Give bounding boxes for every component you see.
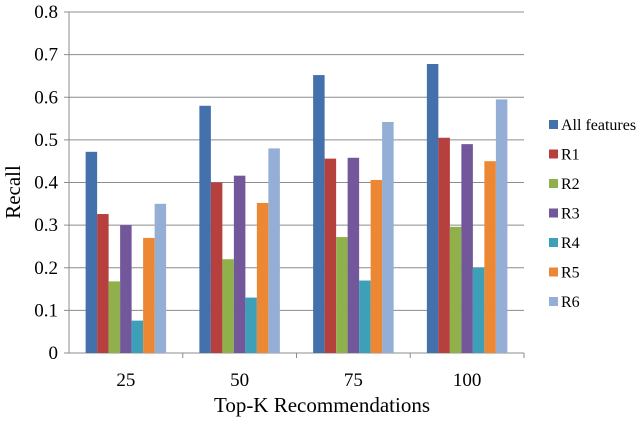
y-axis-title: Recall — [1, 165, 25, 219]
legend-label: R1 — [561, 147, 580, 164]
legend-swatch — [549, 120, 558, 129]
y-tick-label: 0.5 — [34, 130, 58, 151]
bar-r1-100 — [438, 137, 450, 353]
x-tick-label: 75 — [344, 370, 363, 391]
bar-r4-75 — [359, 280, 371, 353]
y-tick-label: 0.7 — [34, 45, 58, 66]
bar-r1-50 — [210, 182, 223, 353]
x-tick-label: 50 — [230, 370, 249, 391]
y-tick-label: 0.3 — [34, 215, 58, 236]
legend: All features R1 R2 R3 R4 R5 R6 — [549, 117, 636, 311]
bar-r4-50 — [245, 297, 257, 353]
x-axis-title: Top-K Recommendations — [214, 393, 430, 417]
legend-swatch — [549, 179, 558, 188]
bar-r2-25 — [108, 281, 121, 353]
bar-r2-75 — [336, 237, 348, 353]
y-tick-label: 0.1 — [34, 300, 58, 321]
bar-r6-100 — [495, 99, 508, 353]
legend-label: R6 — [561, 294, 580, 311]
bar-all-features-25 — [85, 151, 98, 353]
bar-r6-25 — [154, 203, 167, 353]
y-tick-label: 0.4 — [34, 173, 58, 194]
y-tick-labels: 0 0.1 0.2 0.3 0.4 0.5 0.6 0.7 0.8 — [34, 2, 58, 364]
bar-r3-100 — [461, 144, 473, 353]
legend-label: All features — [561, 117, 636, 134]
legend-swatch — [549, 238, 558, 247]
bar-r4-100 — [472, 267, 485, 353]
bar-r1-25 — [97, 214, 109, 353]
bar-r3-50 — [233, 175, 246, 353]
bar-all-features-75 — [313, 75, 325, 354]
bar-r5-25 — [143, 237, 155, 353]
bar-r6-50 — [268, 148, 280, 353]
x-tick-labels: 25 50 75 100 — [116, 370, 481, 391]
bar-r5-100 — [484, 161, 496, 353]
bar-r5-50 — [256, 202, 269, 353]
legend-label: R4 — [561, 235, 580, 252]
legend-label: R2 — [561, 176, 580, 193]
legend-swatch — [549, 267, 558, 277]
bar-r3-75 — [347, 157, 360, 353]
bar-all-features-50 — [199, 105, 211, 354]
y-tick-label: 0.2 — [34, 258, 58, 279]
bar-all-features-100 — [426, 64, 439, 353]
bar-r3-25 — [120, 225, 132, 353]
y-tick-label: 0 — [49, 343, 59, 364]
legend-swatch — [549, 208, 558, 218]
legend-swatch — [549, 297, 558, 306]
bar-r2-50 — [222, 259, 234, 353]
bar-r2-100 — [449, 226, 462, 353]
x-tick-label: 100 — [453, 370, 482, 391]
legend-label: R5 — [561, 265, 580, 282]
y-tick-label: 0.6 — [34, 87, 58, 108]
bars — [85, 64, 508, 354]
legend-swatch — [549, 149, 558, 159]
x-tick-label: 25 — [116, 370, 135, 391]
y-tick-label: 0.8 — [34, 2, 58, 23]
bar-r6-75 — [382, 121, 394, 353]
bar-r1-75 — [324, 158, 337, 353]
bar-r4-25 — [131, 320, 144, 353]
legend-label: R3 — [561, 206, 580, 223]
bar-r5-75 — [370, 179, 383, 353]
